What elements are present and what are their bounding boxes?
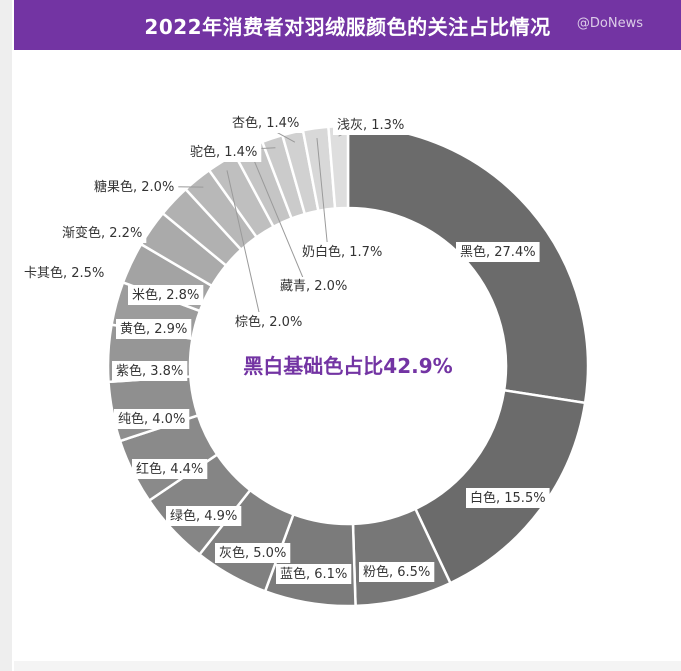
slice-label-text: 蓝色, 6.1% xyxy=(280,566,347,582)
slice-label: 驼色, 1.4% xyxy=(186,142,262,162)
slice-label-text: 杏色, 1.4% xyxy=(232,115,299,131)
slice-label-text: 纯色, 4.0% xyxy=(118,411,185,427)
slice-label-text: 灰色, 5.0% xyxy=(219,545,286,561)
center-label: 黑白基础色占比42.9% xyxy=(243,354,452,378)
slice-label-box xyxy=(112,361,188,381)
slice-label: 渐变色, 2.2% xyxy=(58,223,147,243)
slice-label-text: 米色, 2.8% xyxy=(132,287,199,303)
slice-label: 棕色, 2.0% xyxy=(231,312,307,332)
slice-label-box xyxy=(215,543,291,563)
slice-label: 白色, 15.5% xyxy=(466,488,550,508)
slice-label: 浅灰, 1.3% xyxy=(333,116,409,135)
slice-label-box xyxy=(128,285,204,305)
leader-line xyxy=(252,156,307,286)
slice-label-text: 藏青, 2.0% xyxy=(280,279,347,294)
slice-label: 黑色, 27.4% xyxy=(456,242,540,262)
donut-slice xyxy=(346,124,590,405)
slice-label: 绿色, 4.9% xyxy=(166,506,242,526)
slice-label-box xyxy=(132,459,208,479)
slice-label-text: 绿色, 4.9% xyxy=(170,508,237,524)
slice-label: 红色, 4.4% xyxy=(132,459,208,479)
slice-label: 米色, 2.8% xyxy=(128,285,204,305)
slice-label-text: 黑色, 27.4% xyxy=(460,244,536,260)
slice-label: 卡其色, 2.5% xyxy=(20,263,109,283)
slice-label-box xyxy=(456,242,540,262)
slice-label-box xyxy=(276,564,352,584)
slice-label-text: 白色, 15.5% xyxy=(470,490,546,506)
slice-label-text: 浅灰, 1.3% xyxy=(337,118,404,133)
slice-label: 杏色, 1.4% xyxy=(228,113,304,133)
slice-label-box xyxy=(20,263,109,283)
slice-label-text: 红色, 4.4% xyxy=(136,461,203,477)
slice-label-box xyxy=(298,242,387,262)
slice-label-box xyxy=(228,113,304,133)
slice-label: 紫色, 3.8% xyxy=(112,361,188,381)
slice-label-box xyxy=(116,319,192,339)
slice-label-box xyxy=(276,277,352,296)
slice-label: 粉色, 6.5% xyxy=(359,562,435,582)
slice-label-box xyxy=(114,409,190,429)
slice-label-text: 奶白色, 1.7% xyxy=(302,244,382,260)
leader-line xyxy=(226,170,262,322)
slice-label: 藏青, 2.0% xyxy=(276,277,352,296)
slice-label-text: 粉色, 6.5% xyxy=(363,564,430,580)
left-margin-strip xyxy=(0,0,12,671)
slice-label-text: 紫色, 3.8% xyxy=(116,363,183,379)
slice-label: 糖果色, 2.0% xyxy=(90,177,179,197)
slice-label-box xyxy=(166,506,242,526)
leader-line xyxy=(316,138,329,252)
title-banner: 2022年消费者对羽绒服颜色的关注占比情况 xyxy=(14,0,681,50)
slice-label: 纯色, 4.0% xyxy=(114,409,190,429)
slice-label-text: 棕色, 2.0% xyxy=(235,314,302,330)
slice-label-text: 糖果色, 2.0% xyxy=(94,179,174,195)
slice-label-text: 驼色, 1.4% xyxy=(190,144,257,160)
slice-label-box xyxy=(231,312,307,332)
slice-label: 蓝色, 6.1% xyxy=(276,564,352,584)
slice-label-box xyxy=(58,223,147,243)
bottom-strip xyxy=(14,661,681,671)
slice-label-text: 黄色, 2.9% xyxy=(120,321,187,337)
slice-label-box xyxy=(359,562,435,582)
slice-label-box xyxy=(466,488,550,508)
slice-label: 黄色, 2.9% xyxy=(116,319,192,339)
slice-label-box xyxy=(90,177,179,197)
watermark-text: @DoNews xyxy=(576,16,643,31)
donut-slice xyxy=(413,388,587,585)
slice-label-text: 渐变色, 2.2% xyxy=(62,225,142,241)
slice-label: 灰色, 5.0% xyxy=(215,543,291,563)
chart-title: 2022年消费者对羽绒服颜色的关注占比情况 xyxy=(144,14,551,39)
slice-label-box xyxy=(186,142,262,162)
slice-label-box xyxy=(333,116,409,135)
slice-label: 奶白色, 1.7% xyxy=(298,242,387,262)
slice-label-text: 卡其色, 2.5% xyxy=(24,265,104,281)
